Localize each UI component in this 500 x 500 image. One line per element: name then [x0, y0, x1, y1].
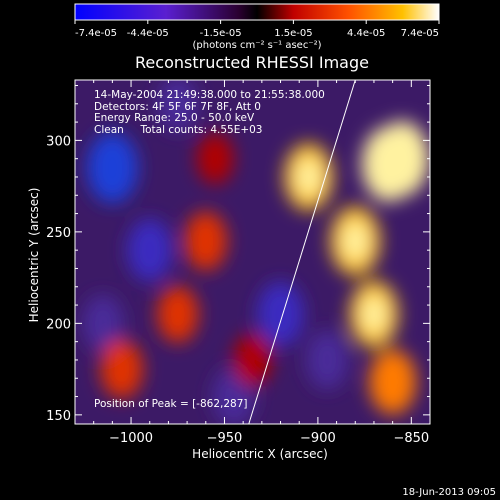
colorbar-gradient — [74, 3, 440, 21]
colorbar-units: (photons cm⁻² s⁻¹ asec⁻²) — [192, 40, 321, 51]
annotation-block: 14-May-2004 21:49:38.000 to 21:55:38.000… — [94, 89, 325, 410]
solar-limb-line — [248, 79, 356, 425]
dark-region — [157, 80, 198, 132]
bright-region — [369, 349, 417, 415]
y-tick-label: 250 — [46, 226, 71, 241]
colorbar-tick-label: 7.4e-05 — [401, 28, 439, 39]
annotation-detectors: Detectors: 4F 5F 6F 7F 8F, Att 0 — [94, 101, 261, 113]
dark-region — [127, 218, 173, 282]
bright-region-core — [375, 143, 403, 186]
dark-region-core — [99, 147, 126, 188]
annotation-energy: Energy Range: 25.0 - 50.0 keV — [94, 112, 255, 124]
colorbar: -7.4e-05 -4.4e-05 -1.5e-05 1.5e-05 4.4e-05 7.… — [74, 3, 440, 51]
y-tick-label: 200 — [46, 317, 71, 332]
dark-region — [82, 294, 124, 352]
x-tick-label: −850 — [393, 431, 429, 446]
peak-position-label: Position of Peak = [-862,287] — [94, 398, 248, 410]
bright-region — [184, 211, 228, 271]
colorbar-ticks: -7.4e-05 -4.4e-05 -1.5e-05 1.5e-05 4.4e-05 7.… — [74, 20, 440, 39]
x-tick-label: −900 — [300, 431, 336, 446]
x-axis-label: Heliocentric X (arcsec) — [192, 447, 328, 461]
dark-region — [305, 330, 349, 390]
plot-frame — [74, 79, 431, 425]
colorbar-tick-label: -7.4e-05 — [75, 28, 117, 39]
annotation-counts: Clean Total counts: 4.55E+03 — [94, 124, 263, 136]
annotation-time: 14-May-2004 21:49:38.000 to 21:55:38.000 — [94, 89, 325, 101]
y-axis-ticks: 150 200 250 300 — [46, 84, 430, 424]
plot-area: −1000 −950 −900 −850 150 200 250 300 — [46, 79, 431, 446]
colorbar-tick-label: 4.4e-05 — [347, 28, 385, 39]
dark-region — [257, 281, 304, 347]
colorbar-tick-label: 1.5e-05 — [274, 28, 312, 39]
bright-region-core — [361, 295, 387, 333]
bright-region — [100, 339, 143, 399]
timestamp: 18-Jun-2013 09:05 — [402, 487, 496, 498]
bright-region — [157, 285, 199, 343]
image-intensity — [82, 80, 429, 424]
y-tick-label: 300 — [46, 134, 71, 149]
colorbar-tick-label: -4.4e-05 — [127, 28, 169, 39]
y-axis-label: Heliocentric Y (arcsec) — [27, 188, 41, 323]
x-tick-label: −1000 — [109, 431, 153, 446]
colorbar-tick-label: -1.5e-05 — [200, 28, 242, 39]
bright-region-core — [342, 221, 368, 261]
bright-region-core — [296, 158, 321, 196]
x-axis-ticks: −1000 −950 −900 −850 — [93, 80, 431, 446]
bright-region — [196, 133, 234, 185]
x-tick-label: −950 — [207, 431, 243, 446]
bright-region — [233, 333, 272, 387]
chart-title: Reconstructed RHESSI Image — [135, 53, 369, 72]
y-tick-label: 150 — [46, 409, 71, 424]
